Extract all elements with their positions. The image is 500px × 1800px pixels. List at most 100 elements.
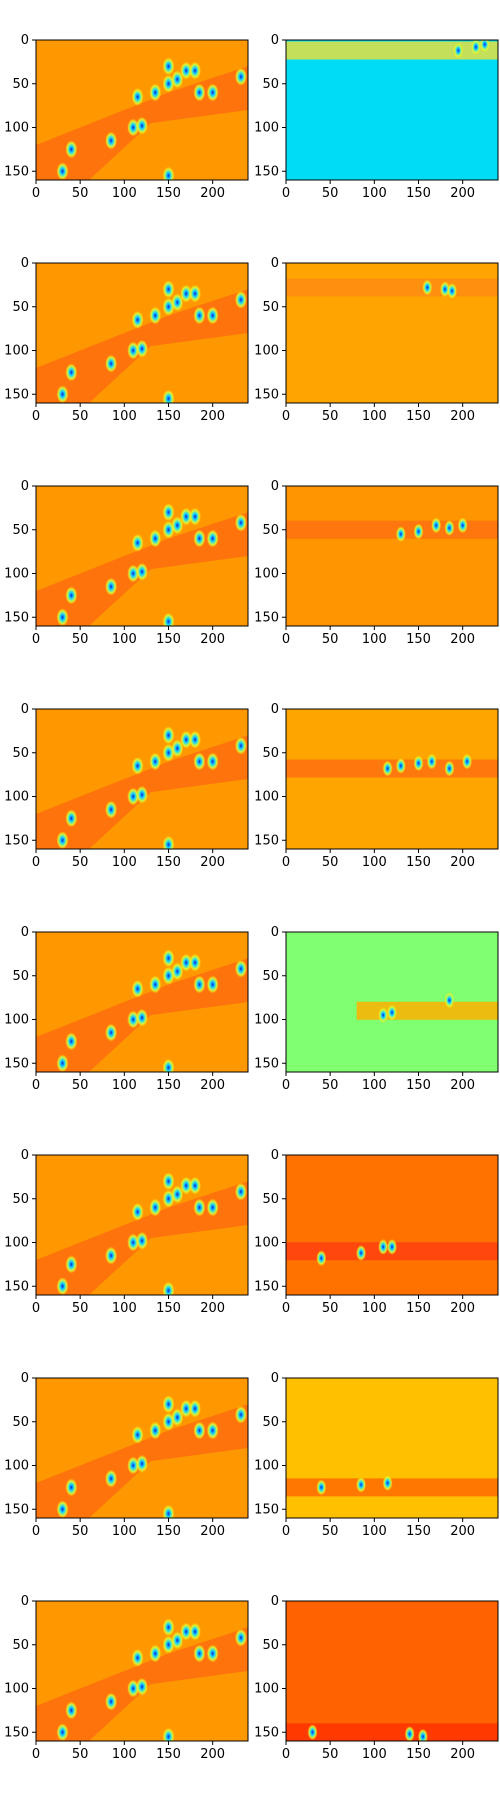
heatmap-blob xyxy=(105,1246,118,1265)
plot-frame xyxy=(35,1154,249,1296)
heatmap-blob xyxy=(131,87,144,106)
x-tick-label: 150 xyxy=(406,1078,431,1093)
y-tick-label: 50 xyxy=(12,1638,29,1653)
x-tick-label: 0 xyxy=(282,632,290,647)
x-tick-label: 150 xyxy=(156,1078,181,1093)
y-tick-label: 150 xyxy=(254,833,279,848)
panel-r6-c2: 0 50 100 150 200 0 50 100 150 xyxy=(254,1148,499,1316)
heatmap-blob xyxy=(65,1701,78,1720)
y-tick-label: 100 xyxy=(4,1682,29,1697)
x-tick-label: 200 xyxy=(450,1301,475,1316)
panel-r1-c1: 0 50 100 150 200 0 50 100 150 xyxy=(4,33,249,201)
heatmap-blob xyxy=(56,1277,69,1295)
panel-r3-c2: 0 50 100 150 200 0 50 100 150 xyxy=(254,479,499,647)
x-tick-label: 150 xyxy=(156,632,181,647)
heatmap-blob xyxy=(206,1644,219,1663)
heatmap-blob xyxy=(444,992,455,1009)
heatmap-blob xyxy=(234,290,247,309)
heatmap-blob xyxy=(65,363,78,382)
y-tick-label: 100 xyxy=(254,1682,279,1697)
x-tick-label: 100 xyxy=(362,1747,387,1762)
heatmap-blob xyxy=(136,1008,148,1027)
heatmap-blob xyxy=(127,1456,140,1475)
x-tick-label: 100 xyxy=(362,1078,387,1093)
y-tick-label: 0 xyxy=(271,1148,279,1163)
heatmap-blob xyxy=(171,293,184,312)
heatmap-blob xyxy=(234,1405,247,1424)
x-tick-label: 50 xyxy=(72,632,89,647)
heatmap-blob xyxy=(162,949,175,968)
y-tick-label: 100 xyxy=(254,1459,279,1474)
y-tick-label: 0 xyxy=(271,1594,279,1609)
x-tick-label: 100 xyxy=(112,632,137,647)
heatmap-blob xyxy=(162,1058,175,1072)
heatmap-blob xyxy=(105,1469,118,1488)
heatmap-blob xyxy=(193,975,206,994)
y-tick-label: 0 xyxy=(21,1594,29,1609)
x-tick-label: 0 xyxy=(32,409,40,424)
heatmap-blob xyxy=(193,83,206,102)
heatmap-blob xyxy=(131,533,144,552)
heatmap-blob xyxy=(193,1421,206,1440)
heatmap-blob xyxy=(189,61,201,80)
x-tick-label: 150 xyxy=(156,1524,181,1539)
heatmap-blob xyxy=(127,787,140,806)
x-tick-label: 200 xyxy=(450,1747,475,1762)
heatmap-blob xyxy=(127,341,140,360)
heatmap-blob xyxy=(431,517,442,534)
heatmap-blob xyxy=(444,760,455,777)
heatmap-blob xyxy=(189,1399,201,1418)
heatmap-blob xyxy=(189,507,201,526)
heatmap-blob xyxy=(316,1250,327,1267)
y-tick-label: 0 xyxy=(21,1148,29,1163)
heatmap-blob xyxy=(193,1644,206,1663)
plot-frame xyxy=(35,931,249,1073)
plot-frame xyxy=(285,931,499,1073)
heatmap-blob xyxy=(127,564,140,583)
x-tick-label: 50 xyxy=(322,1747,339,1762)
y-tick-label: 50 xyxy=(12,77,29,92)
heatmap-blob xyxy=(180,1622,193,1641)
heatmap-blob xyxy=(162,726,175,745)
x-tick-label: 50 xyxy=(322,186,339,201)
y-tick-label: 0 xyxy=(271,479,279,494)
heatmap-blob xyxy=(206,83,219,102)
y-tick-label: 150 xyxy=(254,387,279,402)
y-tick-label: 50 xyxy=(12,746,29,761)
plot-frame xyxy=(285,262,499,404)
plot-frame xyxy=(285,1154,499,1296)
plot-frame xyxy=(285,1377,499,1519)
heatmap-blob xyxy=(105,1692,118,1711)
heatmap-blob xyxy=(136,1454,148,1473)
y-tick-label: 50 xyxy=(262,300,279,315)
heatmap-blob xyxy=(356,1476,367,1493)
x-tick-label: 200 xyxy=(450,632,475,647)
heatmap-blob xyxy=(131,1202,144,1221)
panel-r6-c1: 0 50 100 150 200 0 50 100 150 xyxy=(4,1148,249,1316)
heatmap-blob xyxy=(189,284,201,303)
x-tick-label: 150 xyxy=(156,409,181,424)
heatmap-band xyxy=(286,278,498,297)
heatmap-blob xyxy=(189,953,201,972)
panel-r8-c1: 0 50 100 150 200 0 50 100 150 xyxy=(4,1594,249,1762)
y-tick-label: 50 xyxy=(262,746,279,761)
plot-frame xyxy=(35,262,249,404)
heatmap-blob xyxy=(206,306,219,325)
x-tick-label: 100 xyxy=(362,409,387,424)
x-tick-label: 150 xyxy=(406,409,431,424)
heatmap-band xyxy=(286,1478,498,1497)
y-tick-label: 100 xyxy=(254,1236,279,1251)
heatmap-blob xyxy=(457,517,468,534)
heatmap-blob xyxy=(180,284,193,303)
heatmap-blob xyxy=(453,42,464,59)
y-tick-label: 100 xyxy=(4,1236,29,1251)
y-tick-label: 50 xyxy=(262,1192,279,1207)
x-tick-label: 200 xyxy=(450,409,475,424)
heatmap-blob xyxy=(105,131,118,150)
heatmap-blob xyxy=(149,752,162,771)
heatmap-blob xyxy=(479,40,490,53)
y-tick-label: 100 xyxy=(4,1013,29,1028)
heatmap-blob xyxy=(206,752,219,771)
x-tick-label: 100 xyxy=(112,855,137,870)
x-tick-label: 0 xyxy=(32,855,40,870)
